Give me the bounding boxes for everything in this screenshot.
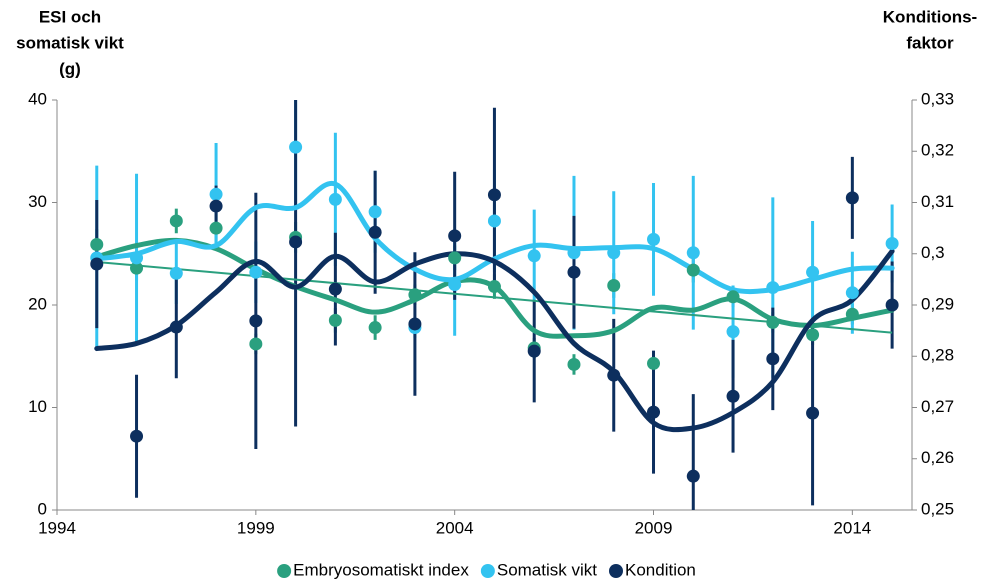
legend-label: Kondition xyxy=(625,560,696,579)
point xyxy=(686,246,700,260)
y2-tick-label: 0,27 xyxy=(921,397,954,416)
point xyxy=(845,286,859,300)
point xyxy=(686,469,700,483)
smooth-line xyxy=(94,248,895,433)
y2-axis-title-line: faktor xyxy=(906,33,954,52)
point xyxy=(408,317,422,331)
point xyxy=(448,229,462,243)
y-axis-title-line: (g) xyxy=(59,59,81,78)
x-tick-label: 2009 xyxy=(635,518,673,537)
legend-marker xyxy=(480,564,495,578)
point xyxy=(726,290,740,304)
point xyxy=(487,214,501,228)
point xyxy=(885,298,899,312)
point xyxy=(249,314,263,328)
point xyxy=(249,337,263,351)
point xyxy=(169,214,183,228)
x-tick-label: 2014 xyxy=(833,518,871,537)
point xyxy=(845,191,859,205)
x-tick-label: 1994 xyxy=(38,518,76,537)
y2-tick-label: 0,28 xyxy=(921,346,954,365)
point xyxy=(766,315,780,329)
point xyxy=(368,205,382,219)
point xyxy=(845,307,859,321)
point xyxy=(806,328,820,342)
legend: Embryosomatiskt index Somatisk vikt Kondit… xyxy=(277,560,696,579)
point xyxy=(209,221,223,235)
y2-tick-label: 0,26 xyxy=(921,448,954,467)
point xyxy=(567,357,581,371)
point xyxy=(289,235,303,249)
y2-tick-label: 0,32 xyxy=(921,141,954,160)
point xyxy=(209,187,223,201)
y-axis-title-line: ESI och xyxy=(39,7,101,26)
point xyxy=(368,321,382,335)
plot-area xyxy=(90,100,899,510)
trend-line xyxy=(96,260,893,334)
point xyxy=(885,237,899,250)
point xyxy=(448,251,462,265)
legend-marker xyxy=(608,564,623,578)
y-axis-title: ESI och somatisk vikt (g) xyxy=(16,7,124,78)
x-tick-label: 2004 xyxy=(436,518,474,537)
point xyxy=(686,263,700,277)
point xyxy=(90,238,104,252)
y2-tick-label: 0,29 xyxy=(921,294,954,313)
y-tick-label: 30 xyxy=(28,192,47,211)
point xyxy=(567,265,581,279)
point xyxy=(607,246,621,260)
y2-tick-label: 0,33 xyxy=(921,89,954,108)
point xyxy=(527,249,541,263)
point xyxy=(368,225,382,239)
point xyxy=(806,406,820,420)
point xyxy=(130,261,144,275)
y-tick-label: 10 xyxy=(28,397,47,416)
point xyxy=(130,251,144,265)
legend-label: Embryosomatiskt index xyxy=(293,560,469,579)
point xyxy=(647,232,661,246)
y2-tick-label: 0,31 xyxy=(921,192,954,211)
point xyxy=(328,282,342,296)
point xyxy=(328,313,342,327)
point xyxy=(647,356,661,370)
legend-label: Somatisk vikt xyxy=(497,560,597,579)
point xyxy=(607,279,621,293)
point xyxy=(328,192,342,206)
y-tick-label: 40 xyxy=(28,89,47,108)
y-tick-label: 20 xyxy=(28,294,47,313)
point xyxy=(806,265,820,279)
legend-marker xyxy=(277,564,292,578)
point xyxy=(487,280,501,294)
point xyxy=(209,199,223,213)
x-tick-label: 1999 xyxy=(237,518,275,537)
point xyxy=(766,352,780,366)
point xyxy=(169,320,183,334)
point xyxy=(448,278,462,291)
point xyxy=(726,389,740,403)
point xyxy=(726,325,740,339)
y2-tick-label: 0,25 xyxy=(921,499,954,518)
point xyxy=(766,281,780,295)
point xyxy=(130,429,144,443)
point xyxy=(169,266,183,280)
y2-tick-label: 0,3 xyxy=(921,243,945,262)
point xyxy=(487,188,501,202)
y2-axis-title-line: Konditions- xyxy=(883,7,977,26)
point xyxy=(527,344,541,358)
point xyxy=(567,246,581,260)
point xyxy=(90,257,104,271)
y-tick-label: 0 xyxy=(38,499,47,518)
point xyxy=(289,140,303,154)
y2-axis-title: Konditions-faktor xyxy=(883,7,977,52)
y-axis-title-line: somatisk vikt xyxy=(16,33,124,52)
point xyxy=(408,288,422,302)
point xyxy=(607,368,621,382)
point xyxy=(647,405,661,419)
point xyxy=(249,265,263,279)
